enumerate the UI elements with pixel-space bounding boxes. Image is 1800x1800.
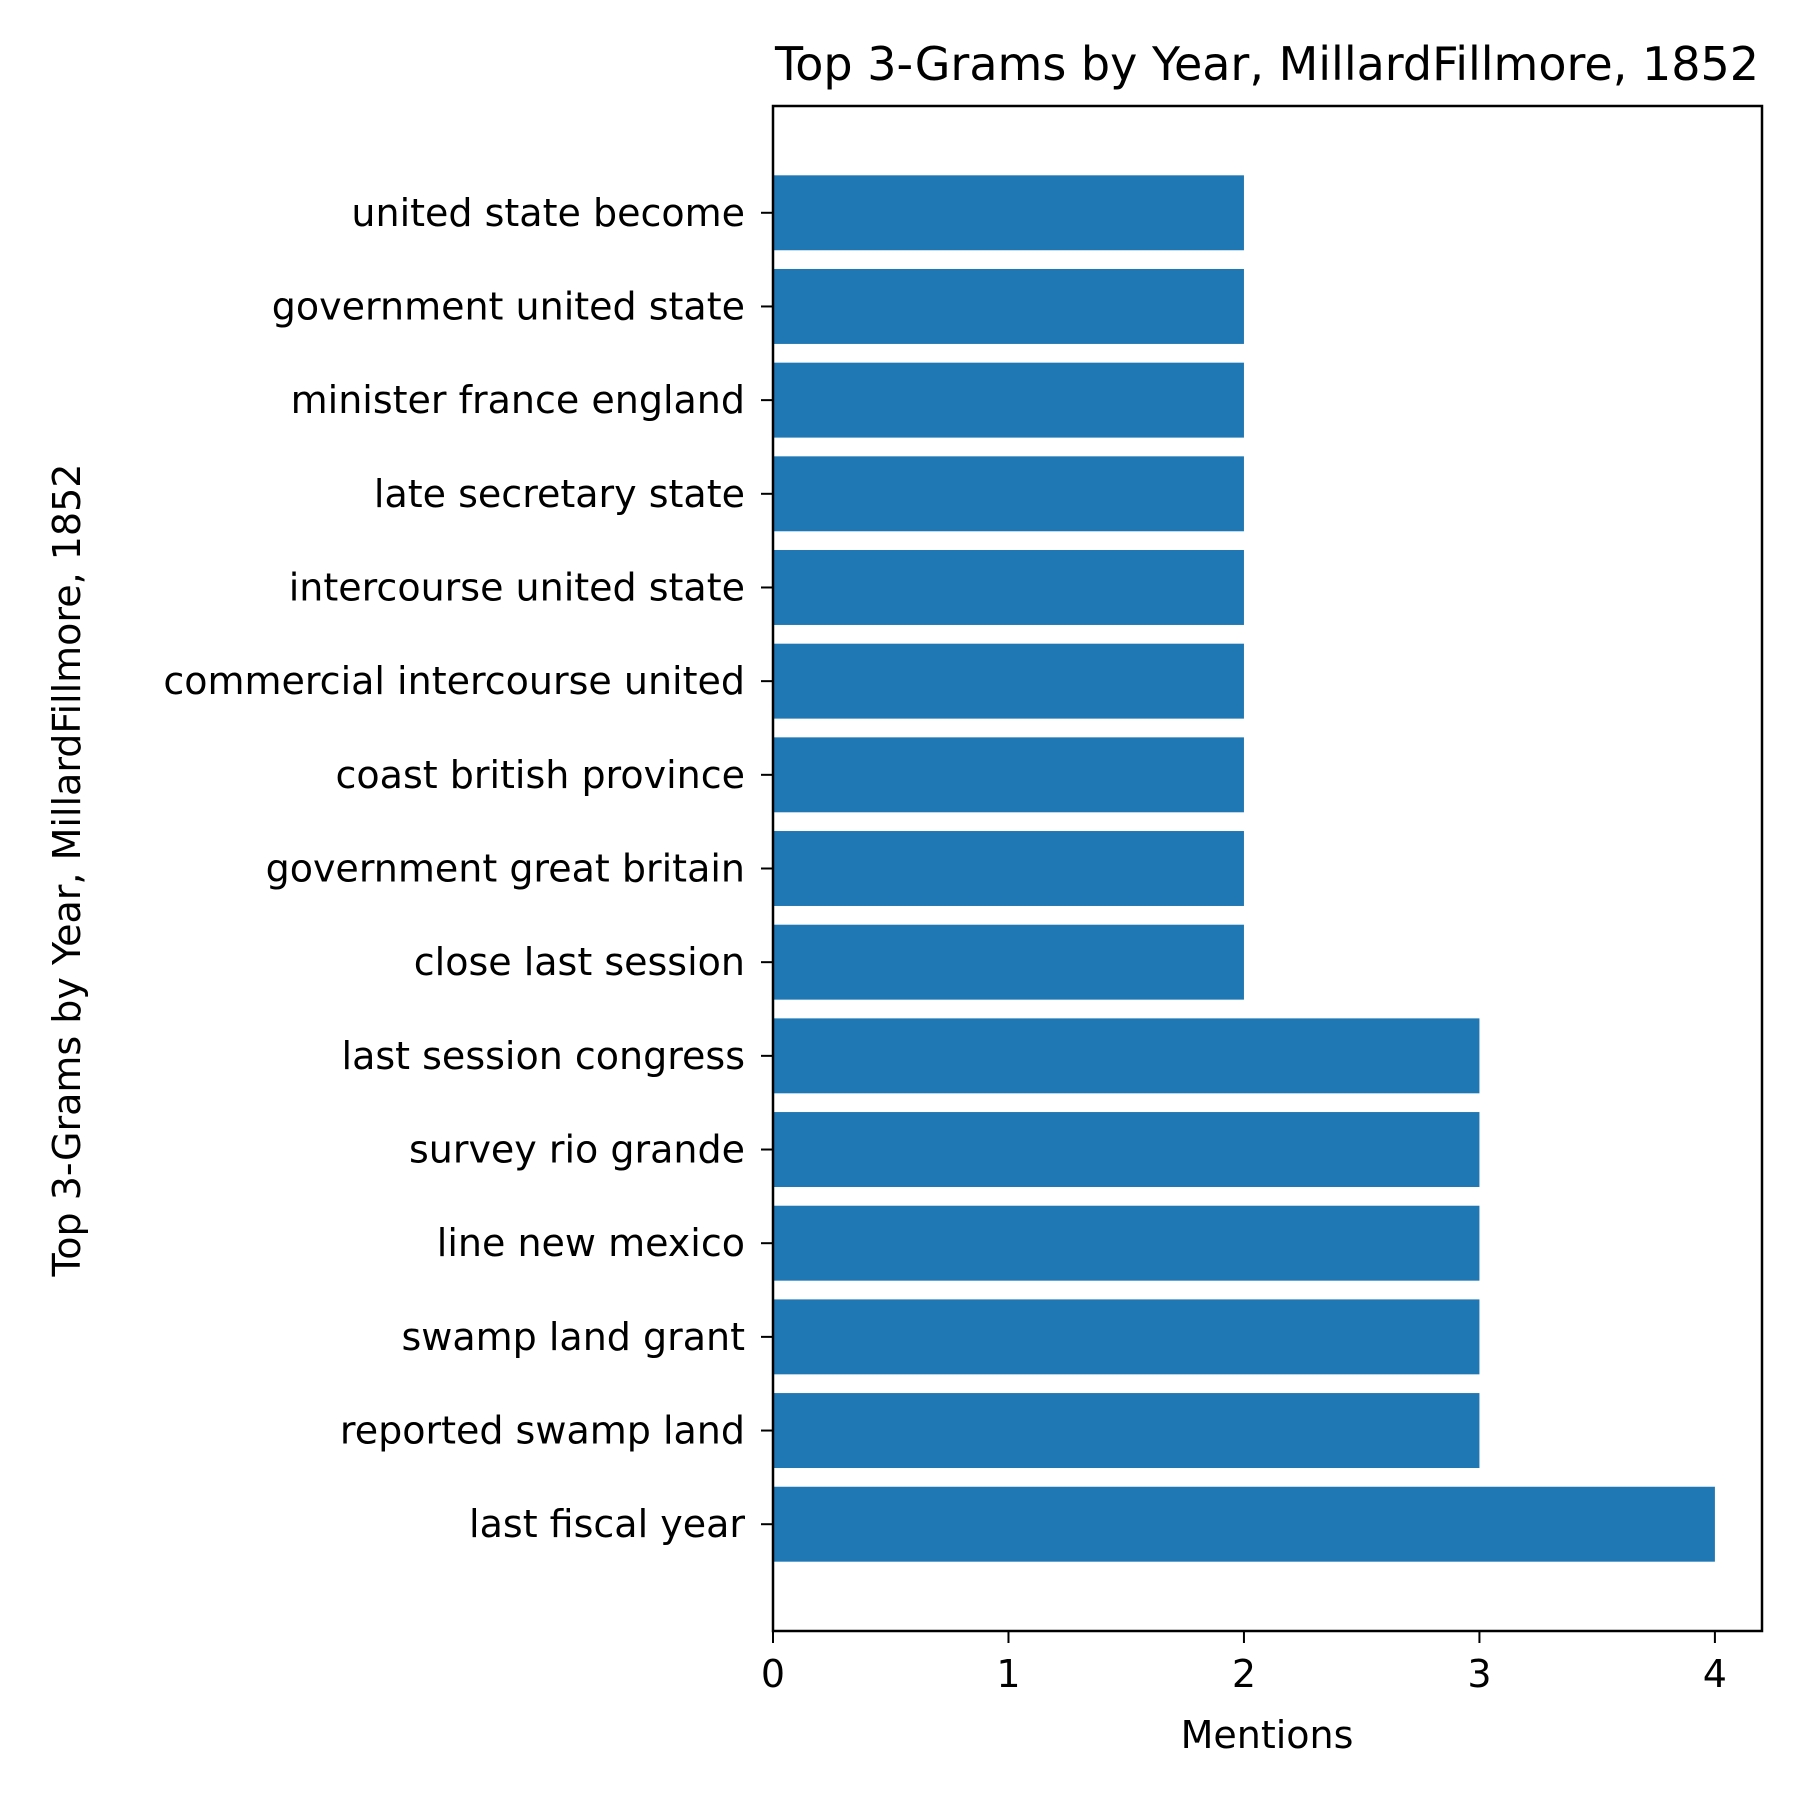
y-tick-label: swamp land grant [401, 1315, 745, 1359]
y-tick-label: close last session [414, 940, 745, 984]
y-tick-label: government united state [272, 284, 745, 328]
bar-line-new-mexico [773, 1205, 1480, 1281]
bar-late-secretary-state [773, 456, 1244, 532]
y-ticks-layer: last fiscal year reported swamp land swamp… [163, 191, 773, 1546]
y-tick-label: reported swamp land [340, 1409, 745, 1453]
bar-last-session-congress [773, 1018, 1480, 1094]
y-tick-label: survey rio grande [409, 1128, 745, 1172]
x-tick-label: 0 [761, 1652, 785, 1696]
y-tick-label: minister france england [291, 378, 745, 422]
bar-last-fiscal-year [773, 1486, 1715, 1562]
y-tick-label: line new mexico [437, 1221, 745, 1265]
bar-reported-swamp-land [773, 1393, 1480, 1469]
bars-layer [773, 175, 1715, 1562]
bar-commercial-intercourse-united [773, 643, 1244, 719]
x-axis-label: Mentions [1181, 1713, 1354, 1757]
bar-minister-france-england [773, 362, 1244, 438]
y-tick-label: coast british province [336, 753, 745, 797]
y-axis-label: Top 3-Grams by Year, MillardFillmore, 18… [45, 464, 89, 1278]
x-tick-label: 4 [1703, 1652, 1727, 1696]
bar-government-united-state [773, 268, 1244, 344]
chart-title: Top 3-Grams by Year, MillardFillmore, 18… [774, 37, 1759, 91]
y-tick-label: government great britain [266, 847, 745, 891]
bar-intercourse-united-state [773, 550, 1244, 625]
bar-close-last-session [773, 924, 1244, 1000]
bar-coast-british-province [773, 737, 1244, 813]
y-tick-label: intercourse united state [289, 565, 745, 609]
bar-government-great-britain [773, 831, 1244, 906]
bar-united-state-become [773, 175, 1244, 251]
bar-swamp-land-grant [773, 1299, 1480, 1375]
plot-frame [771, 104, 1764, 1633]
x-tick-label: 3 [1467, 1652, 1491, 1696]
bar-survey-rio-grande [773, 1112, 1480, 1187]
x-ticks-layer: 0 1 2 3 4 [761, 1631, 1727, 1696]
x-tick-label: 2 [1232, 1652, 1256, 1696]
x-tick-label: 1 [996, 1652, 1020, 1696]
y-tick-label: last session congress [342, 1034, 745, 1078]
y-tick-label: late secretary state [374, 472, 745, 516]
y-tick-label: last fiscal year [469, 1502, 745, 1546]
y-tick-label: united state become [351, 191, 745, 235]
y-tick-label: commercial intercourse united [163, 659, 745, 703]
